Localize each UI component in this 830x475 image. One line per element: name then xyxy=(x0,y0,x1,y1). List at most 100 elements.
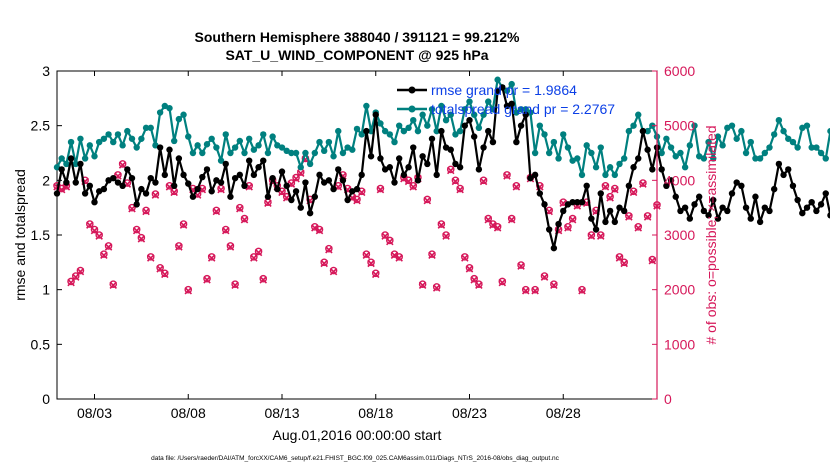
obs-possible-point xyxy=(109,280,118,289)
obs-possible-point xyxy=(67,277,75,286)
obs-possible-point xyxy=(142,206,150,215)
obs-possible-point xyxy=(175,242,183,250)
y-tick-label-left: 1.5 xyxy=(31,227,51,243)
rmse-point xyxy=(677,207,684,215)
obs-possible-point xyxy=(484,214,493,223)
spread-point xyxy=(91,153,98,160)
rmse-point xyxy=(124,166,131,173)
rmse-point xyxy=(602,218,609,226)
spread-point xyxy=(625,127,633,135)
rmse-point xyxy=(710,196,717,204)
obs-assimilated-point xyxy=(428,251,436,259)
rmse-point xyxy=(827,212,830,219)
obs-possible-point xyxy=(465,263,474,272)
rmse-point xyxy=(203,166,211,173)
spread-point xyxy=(386,131,394,138)
rmse-point xyxy=(194,185,201,193)
rmse-point xyxy=(606,207,614,215)
spread-point xyxy=(785,135,792,142)
rmse-point xyxy=(339,177,347,184)
spread-point xyxy=(156,109,164,116)
spread-point xyxy=(672,153,679,160)
rmse-point xyxy=(724,207,731,215)
obs-possible-point xyxy=(456,184,464,193)
spread-point xyxy=(175,115,183,123)
spread-point xyxy=(325,138,333,146)
y-axis-label-left: rmse and totalspread xyxy=(12,169,28,301)
rmse-point xyxy=(175,155,183,162)
spread-point xyxy=(339,149,347,157)
rmse-point xyxy=(114,179,122,186)
obs-assimilated-point xyxy=(137,235,146,243)
obs-assimilated-point xyxy=(568,215,577,224)
obs-assimilated-point xyxy=(95,232,103,240)
obs-assimilated-point xyxy=(578,286,586,295)
rmse-point xyxy=(761,204,769,211)
rmse-point xyxy=(527,174,534,182)
obs-assimilated-point xyxy=(184,286,193,295)
spread-point xyxy=(475,124,483,132)
rmse-point xyxy=(189,193,197,200)
obs-possible-point xyxy=(596,231,605,239)
obs-assimilated-point xyxy=(362,251,371,259)
spread-point xyxy=(105,131,112,138)
spread-point xyxy=(583,142,590,149)
spread-point xyxy=(400,127,408,135)
rmse-point xyxy=(81,190,89,197)
spread-point xyxy=(86,142,94,149)
rmse-point xyxy=(447,146,454,153)
obs-possible-point xyxy=(418,280,427,289)
rmse-point xyxy=(508,100,515,108)
rmse-point xyxy=(672,193,679,200)
rmse-point xyxy=(794,196,801,204)
obs-possible-point xyxy=(226,242,235,250)
rmse-point xyxy=(288,196,295,204)
rmse-point xyxy=(325,177,333,184)
rmse-point xyxy=(147,174,154,182)
obs-possible-point xyxy=(601,181,610,190)
rmse-point xyxy=(485,127,492,135)
obs-possible-point xyxy=(615,253,624,261)
obs-possible-point xyxy=(76,266,85,275)
spread-point xyxy=(489,106,497,113)
spread-point xyxy=(752,155,759,162)
spread-point xyxy=(231,144,239,151)
spread-point xyxy=(513,109,520,116)
spread-point xyxy=(72,160,79,168)
y-tick-label-right: 3000 xyxy=(664,227,695,243)
obs-possible-point xyxy=(203,274,211,283)
x-tick-label: 08/23 xyxy=(452,405,487,421)
obs-possible-point xyxy=(428,250,436,258)
rmse-point xyxy=(311,193,319,200)
spread-point xyxy=(110,138,117,146)
obs-assimilated-point xyxy=(217,185,225,194)
spread-point xyxy=(658,149,665,157)
obs-possible-point xyxy=(470,274,478,283)
rmse-point xyxy=(456,164,464,171)
obs-possible-point xyxy=(161,269,169,278)
spread-point xyxy=(63,160,70,168)
obs-possible-point xyxy=(643,212,652,220)
obs-assimilated-point xyxy=(531,286,539,295)
rmse-point xyxy=(494,87,501,94)
obs-assimilated-point xyxy=(240,215,249,224)
spread-point xyxy=(288,149,295,157)
obs-assimilated-point xyxy=(517,262,525,270)
spread-point xyxy=(550,138,558,146)
obs-possible-point xyxy=(320,258,328,267)
obs-possible-point xyxy=(179,220,188,228)
spread-point xyxy=(381,127,389,135)
obs-assimilated-point xyxy=(521,286,530,295)
rmse-point xyxy=(438,127,445,135)
obs-possible-point xyxy=(536,181,544,190)
rmse-point xyxy=(330,185,337,193)
obs-assimilated-point xyxy=(395,254,403,262)
obs-possible-point xyxy=(432,283,441,291)
line-layer xyxy=(53,76,830,252)
rmse-point xyxy=(77,160,84,168)
rmse-point xyxy=(428,135,436,142)
rmse-point xyxy=(405,164,412,171)
spread-point xyxy=(142,124,150,132)
obs-possible-point xyxy=(325,244,333,253)
obs-assimilated-point xyxy=(620,259,628,268)
